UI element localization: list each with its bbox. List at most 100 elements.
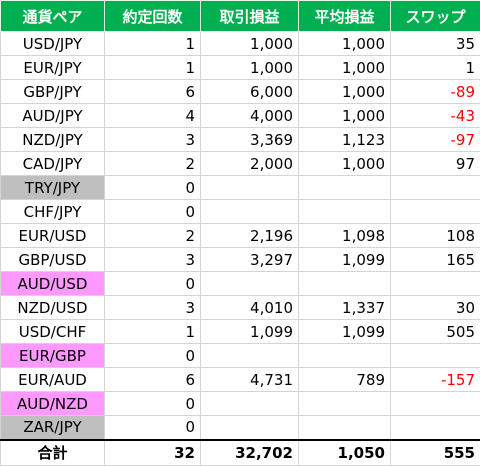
average-profit-cell: 1,337: [298, 295, 391, 320]
trade-profit-cell: 6,000: [200, 79, 299, 104]
average-profit-cell: 789: [298, 367, 391, 392]
average-profit-cell: [298, 415, 391, 440]
trade-count-cell: 0: [104, 415, 201, 440]
table-row: USD/CHF 1 1,099 1,099 505: [0, 319, 480, 344]
trade-profit-cell: 1,099: [200, 319, 299, 344]
trade-count-cell: 4: [104, 103, 201, 128]
trade-count-cell: 3: [104, 247, 201, 272]
table-row: NZD/USD 3 4,010 1,337 30: [0, 295, 480, 320]
currency-pair-cell: EUR/AUD: [0, 367, 105, 392]
trade-count-cell: 6: [104, 367, 201, 392]
trade-count-cell: 0: [104, 343, 201, 368]
swap-cell: 97: [390, 151, 480, 176]
total-average-profit: 1,050: [298, 438, 391, 466]
currency-pair-cell: NZD/JPY: [0, 127, 105, 152]
header-trade-profit: 取引損益: [200, 0, 299, 32]
header-currency-pair: 通貨ペア: [0, 0, 105, 32]
trade-count-cell: 6: [104, 79, 201, 104]
trade-profit-cell: [200, 271, 299, 296]
total-trade-profit: 32,702: [200, 438, 299, 466]
trade-profit-cell: 3,369: [200, 127, 299, 152]
swap-cell: 505: [390, 319, 480, 344]
swap-cell: -157: [390, 367, 480, 392]
table-row: GBP/JPY 6 6,000 1,000 -89: [0, 79, 480, 104]
total-row: 合計 32 32,702 1,050 555: [0, 438, 480, 466]
table-row: EUR/AUD 6 4,731 789 -157: [0, 367, 480, 392]
trade-count-cell: 0: [104, 271, 201, 296]
trade-count-cell: 3: [104, 127, 201, 152]
average-profit-cell: 1,000: [298, 103, 391, 128]
total-trade-count: 32: [104, 438, 201, 466]
table-row: EUR/GBP 0: [0, 343, 480, 368]
table-row: CHF/JPY 0: [0, 199, 480, 224]
trade-count-cell: 1: [104, 31, 201, 56]
average-profit-cell: [298, 343, 391, 368]
total-swap: 555: [390, 438, 480, 466]
trade-profit-cell: [200, 391, 299, 416]
swap-cell: 35: [390, 31, 480, 56]
trade-profit-cell: 3,297: [200, 247, 299, 272]
table-row: AUD/USD 0: [0, 271, 480, 296]
trade-profit-cell: 1,000: [200, 55, 299, 80]
table-row: EUR/JPY 1 1,000 1,000 1: [0, 55, 480, 80]
average-profit-cell: 1,099: [298, 319, 391, 344]
header-trade-count: 約定回数: [104, 0, 201, 32]
swap-cell: [390, 199, 480, 224]
currency-pair-cell: NZD/USD: [0, 295, 105, 320]
trade-count-cell: 2: [104, 151, 201, 176]
currency-pair-cell: EUR/USD: [0, 223, 105, 248]
currency-pair-cell: CHF/JPY: [0, 199, 105, 224]
trade-count-cell: 0: [104, 199, 201, 224]
trade-profit-cell: [200, 175, 299, 200]
average-profit-cell: [298, 175, 391, 200]
table-row: GBP/USD 3 3,297 1,099 165: [0, 247, 480, 272]
swap-cell: -89: [390, 79, 480, 104]
swap-cell: -97: [390, 127, 480, 152]
swap-cell: 165: [390, 247, 480, 272]
trade-profit-cell: [200, 199, 299, 224]
swap-cell: -43: [390, 103, 480, 128]
table-row: EUR/USD 2 2,196 1,098 108: [0, 223, 480, 248]
swap-cell: [390, 343, 480, 368]
currency-pair-cell: CAD/JPY: [0, 151, 105, 176]
trade-count-cell: 1: [104, 55, 201, 80]
total-label: 合計: [0, 438, 105, 466]
table-row: ZAR/JPY 0: [0, 415, 480, 440]
currency-pair-cell: GBP/USD: [0, 247, 105, 272]
trade-profit-cell: 2,196: [200, 223, 299, 248]
header-average-profit: 平均損益: [298, 0, 391, 32]
swap-cell: [390, 415, 480, 440]
trade-count-cell: 1: [104, 319, 201, 344]
currency-pair-cell: EUR/GBP: [0, 343, 105, 368]
trade-profit-cell: 4,010: [200, 295, 299, 320]
average-profit-cell: [298, 391, 391, 416]
header-row: 通貨ペア 約定回数 取引損益 平均損益 スワップ: [0, 0, 480, 32]
currency-pair-cell: ZAR/JPY: [0, 415, 105, 440]
trade-profit-cell: [200, 415, 299, 440]
trade-profit-cell: 4,000: [200, 103, 299, 128]
currency-pair-cell: AUD/USD: [0, 271, 105, 296]
average-profit-cell: [298, 271, 391, 296]
table-row: AUD/JPY 4 4,000 1,000 -43: [0, 103, 480, 128]
trade-profit-cell: 2,000: [200, 151, 299, 176]
trade-profit-cell: 1,000: [200, 31, 299, 56]
currency-pair-cell: AUD/JPY: [0, 103, 105, 128]
currency-pair-cell: USD/CHF: [0, 319, 105, 344]
swap-cell: 1: [390, 55, 480, 80]
average-profit-cell: 1,000: [298, 151, 391, 176]
currency-pair-cell: TRY/JPY: [0, 175, 105, 200]
currency-pair-cell: USD/JPY: [0, 31, 105, 56]
average-profit-cell: 1,098: [298, 223, 391, 248]
swap-cell: 30: [390, 295, 480, 320]
table-row: CAD/JPY 2 2,000 1,000 97: [0, 151, 480, 176]
table-row: NZD/JPY 3 3,369 1,123 -97: [0, 127, 480, 152]
header-swap: スワップ: [390, 0, 480, 32]
swap-cell: 108: [390, 223, 480, 248]
average-profit-cell: 1,000: [298, 31, 391, 56]
swap-cell: [390, 391, 480, 416]
average-profit-cell: 1,000: [298, 79, 391, 104]
currency-pair-cell: AUD/NZD: [0, 391, 105, 416]
table-row: TRY/JPY 0: [0, 175, 480, 200]
table-row: AUD/NZD 0: [0, 391, 480, 416]
